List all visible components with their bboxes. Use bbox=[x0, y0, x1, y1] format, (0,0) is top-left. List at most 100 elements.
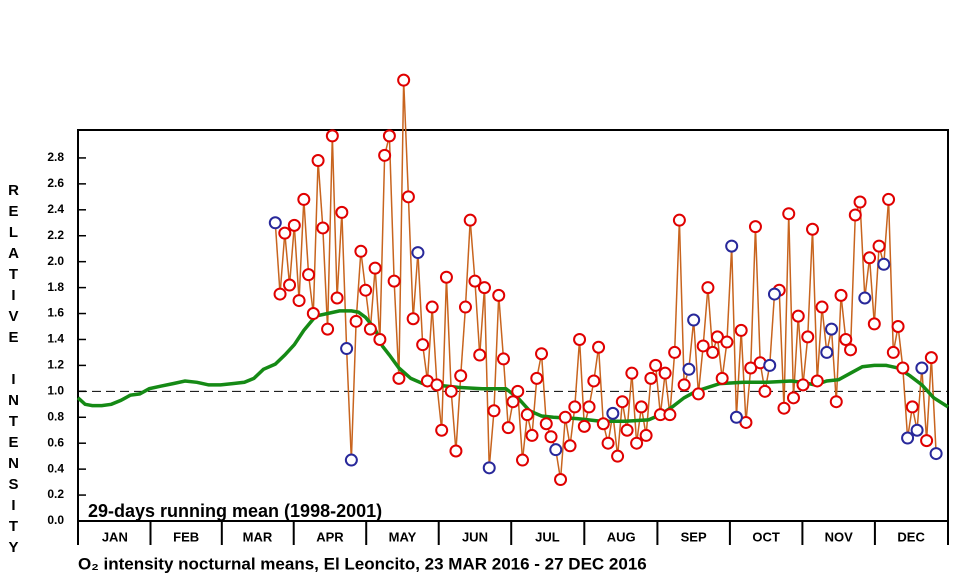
connector bbox=[697, 345, 704, 395]
data-point bbox=[601, 436, 615, 450]
chart-title: O₂ intensity nocturnal means, El Leoncit… bbox=[78, 554, 647, 573]
data-point bbox=[511, 384, 525, 398]
data-point bbox=[501, 421, 515, 435]
data-point bbox=[663, 408, 677, 422]
data-point bbox=[278, 226, 292, 240]
connector bbox=[873, 246, 880, 324]
connector bbox=[797, 316, 804, 385]
y-tick-label: 2.0 bbox=[47, 254, 64, 268]
data-point bbox=[744, 361, 758, 375]
connector bbox=[426, 307, 433, 382]
y-tick-label: 1.4 bbox=[47, 332, 64, 346]
connector bbox=[673, 220, 681, 353]
data-point bbox=[577, 419, 591, 433]
connector bbox=[531, 378, 538, 436]
connector bbox=[478, 287, 486, 356]
connector bbox=[341, 212, 348, 349]
data-point bbox=[639, 428, 653, 442]
connector bbox=[716, 336, 723, 379]
data-point bbox=[615, 395, 629, 409]
data-point bbox=[901, 431, 915, 445]
connector bbox=[464, 220, 471, 308]
data-point bbox=[915, 361, 929, 375]
data-point bbox=[573, 332, 587, 346]
data-point bbox=[782, 207, 796, 221]
data-point bbox=[582, 400, 596, 414]
data-point bbox=[563, 439, 577, 453]
connector bbox=[288, 225, 296, 286]
connector bbox=[645, 378, 652, 436]
data-point bbox=[449, 444, 463, 458]
connector bbox=[483, 287, 490, 468]
data-point bbox=[649, 358, 663, 372]
data-point bbox=[283, 278, 297, 292]
data-point bbox=[382, 129, 396, 143]
connector bbox=[749, 226, 757, 369]
x-tick-label: NOV bbox=[825, 529, 854, 544]
connector bbox=[778, 290, 785, 409]
data-point bbox=[905, 400, 919, 414]
data-point bbox=[416, 338, 430, 352]
y-tick-label: 0.6 bbox=[47, 435, 64, 449]
data-point bbox=[568, 400, 582, 414]
data-point bbox=[644, 371, 658, 385]
data-point bbox=[496, 352, 510, 366]
data-point bbox=[924, 351, 938, 365]
data-point bbox=[587, 374, 601, 388]
data-point bbox=[848, 208, 862, 222]
data-point bbox=[701, 281, 715, 295]
connector bbox=[493, 295, 500, 411]
data-point bbox=[720, 335, 734, 349]
connector bbox=[412, 252, 419, 319]
connector bbox=[388, 135, 395, 282]
connector bbox=[768, 294, 776, 366]
connector bbox=[331, 135, 338, 298]
x-tick-label: DEC bbox=[897, 529, 925, 544]
data-point bbox=[867, 317, 881, 331]
connector bbox=[369, 268, 376, 330]
data-point bbox=[273, 287, 287, 301]
data-point bbox=[858, 291, 872, 305]
connector bbox=[707, 287, 714, 353]
connector bbox=[445, 277, 452, 392]
connector bbox=[345, 348, 353, 461]
data-point bbox=[682, 362, 696, 376]
data-point bbox=[477, 281, 491, 295]
data-point bbox=[715, 371, 729, 385]
y-tick-label: 1.0 bbox=[47, 384, 64, 398]
connector bbox=[821, 306, 828, 353]
data-point bbox=[734, 323, 748, 337]
connector bbox=[787, 213, 795, 398]
x-tick-label: MAY bbox=[389, 529, 417, 544]
data-point bbox=[554, 473, 568, 487]
data-point bbox=[611, 449, 625, 463]
connector bbox=[925, 357, 933, 441]
connector bbox=[802, 336, 809, 385]
y-tick-label: 0.8 bbox=[47, 409, 64, 423]
connector bbox=[688, 319, 695, 370]
data-point bbox=[896, 361, 910, 375]
x-tick-label: JUN bbox=[462, 529, 488, 544]
connector bbox=[792, 316, 799, 398]
data-point bbox=[863, 251, 877, 265]
connector bbox=[654, 365, 662, 415]
data-point bbox=[292, 294, 306, 308]
data-point bbox=[606, 406, 620, 420]
connector bbox=[488, 410, 495, 468]
data-point bbox=[506, 395, 520, 409]
data-point bbox=[920, 434, 934, 448]
data-point bbox=[677, 378, 691, 392]
data-point bbox=[834, 288, 848, 302]
data-point bbox=[929, 447, 943, 461]
data-point bbox=[853, 195, 867, 209]
connector bbox=[355, 251, 362, 322]
connector bbox=[597, 347, 605, 424]
data-point bbox=[668, 345, 682, 359]
connector bbox=[807, 229, 814, 337]
data-point bbox=[658, 366, 672, 380]
data-point bbox=[468, 274, 482, 288]
y-tick-label: 0.2 bbox=[47, 487, 64, 501]
connector bbox=[398, 80, 405, 379]
connector bbox=[540, 353, 548, 424]
data-point bbox=[815, 300, 829, 314]
